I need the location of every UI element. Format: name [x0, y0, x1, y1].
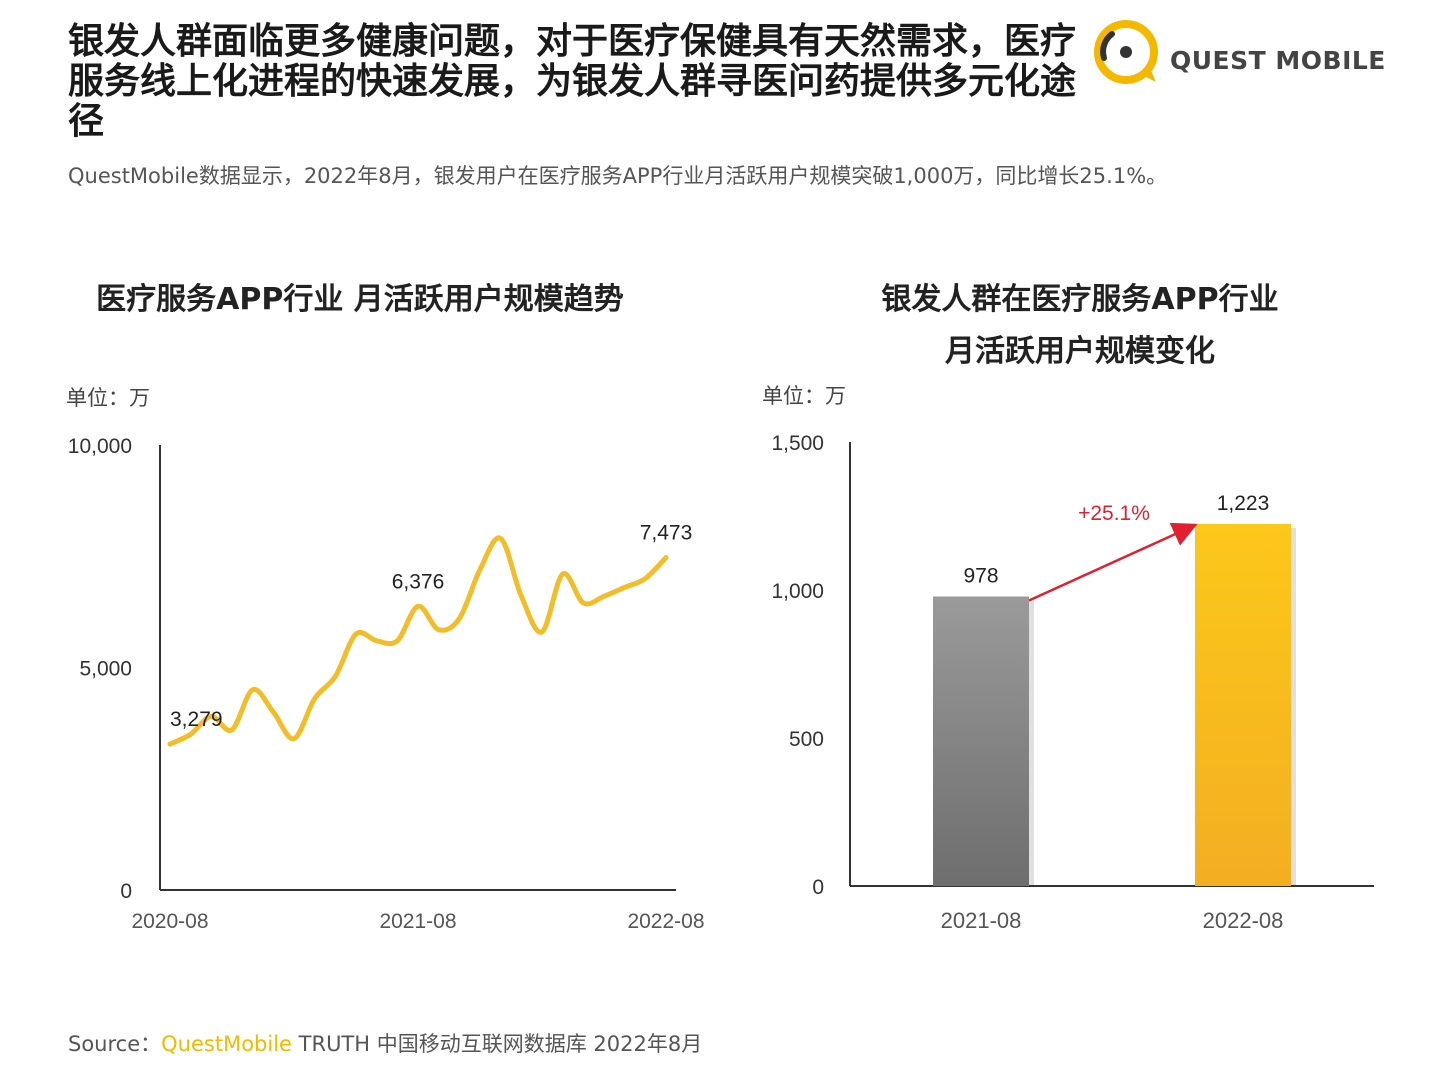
bar [933, 596, 1029, 886]
y-tick-label: 500 [789, 728, 824, 751]
data-label: 3,279 [170, 708, 223, 731]
source-prefix: Source： [68, 1032, 162, 1056]
questmobile-logo-icon [1094, 20, 1158, 84]
x-tick-label: 2021-08 [941, 908, 1022, 933]
source-note: Source：QuestMobile TRUTH 中国移动互联网数据库 2022… [68, 1028, 702, 1058]
logo-wordmark: QUEST MOBILE [1170, 46, 1386, 75]
y-tick-label: 0 [812, 876, 824, 899]
x-tick-label: 2022-08 [1203, 908, 1284, 933]
subheadline: QuestMobile数据显示，2022年8月，银发用户在医疗服务APP行业月活… [68, 164, 1168, 188]
bar-chart-title-line1: 银发人群在医疗服务APP行业 [881, 282, 1279, 317]
line-chart-unit: 单位：万 [66, 386, 150, 410]
growth-label: +25.1% [1078, 502, 1150, 525]
questmobile-logo: QUEST MOBILE [1090, 18, 1390, 88]
headline: 银发人群面临更多健康问题，对于医疗保健具有天然需求，医疗服务线上化进程的快速发展… [68, 21, 1077, 142]
line-chart-title: 医疗服务APP行业 月活跃用户规模趋势 [96, 282, 624, 317]
line-chart: 0 5,000 10,000 2020-08 2021-08 2022-08 3,279 6,… [68, 435, 705, 933]
x-tick-label: 2022-08 [627, 910, 704, 933]
bar-chart: 0 500 1,000 1,500 978 2021-08 1,223 2022-08 +25.… [771, 432, 1374, 933]
source-rest: TRUTH 中国移动互联网数据库 2022年8月 [291, 1032, 703, 1056]
data-label: 7,473 [640, 521, 693, 544]
y-tick-label: 1,000 [771, 580, 824, 603]
y-tick-label: 0 [120, 880, 132, 903]
y-tick-label: 1,500 [771, 432, 824, 455]
bar-value-label: 978 [963, 565, 998, 588]
bar-chart-title-line2: 月活跃用户规模变化 [945, 334, 1215, 369]
bar-chart-title: 银发人群在医疗服务APP行业 月活跃用户规模变化 [820, 274, 1340, 378]
bar-value-label: 1,223 [1217, 492, 1270, 515]
bar [1195, 523, 1291, 886]
data-label: 6,376 [392, 570, 445, 593]
source-brand: QuestMobile [161, 1032, 292, 1056]
growth-arrow [1028, 522, 1198, 602]
x-tick-label: 2021-08 [379, 910, 456, 933]
x-tick-label: 2020-08 [131, 910, 208, 933]
y-tick-label: 5,000 [79, 658, 132, 681]
bar-chart-unit: 单位：万 [762, 384, 846, 408]
y-tick-label: 10,000 [68, 435, 132, 458]
series-line [167, 535, 669, 747]
